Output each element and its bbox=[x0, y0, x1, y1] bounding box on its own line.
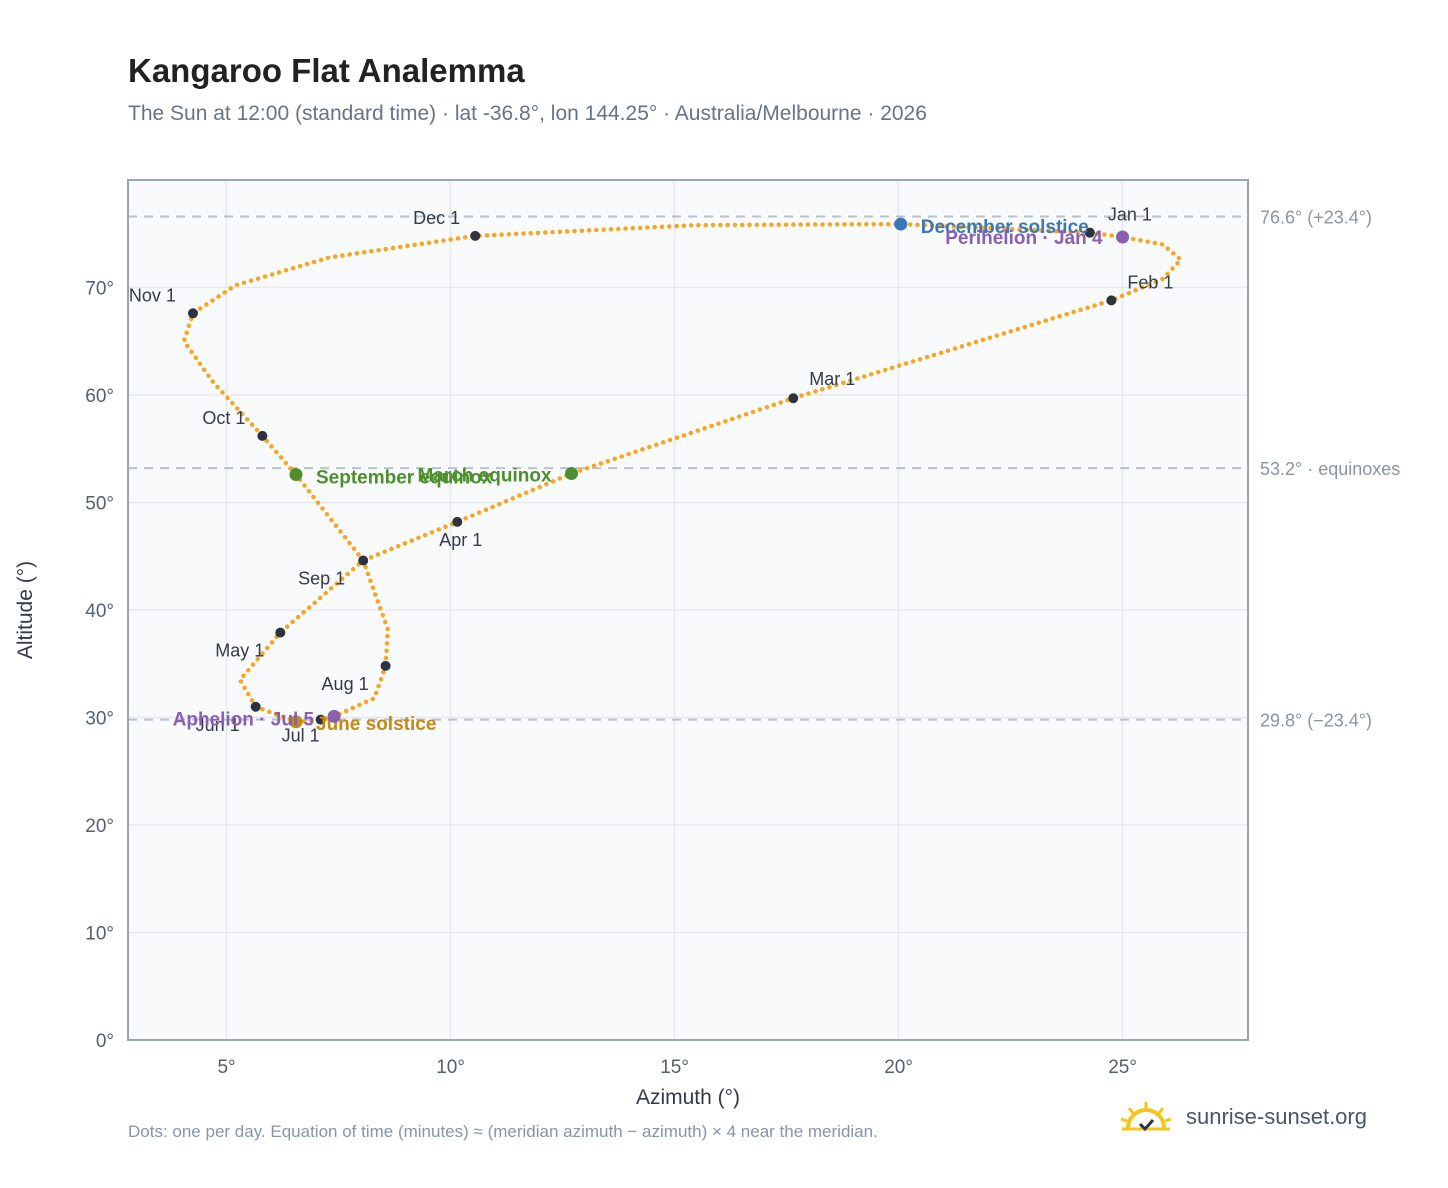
plot-frame bbox=[127, 179, 1249, 1041]
month-marker bbox=[470, 230, 481, 241]
y-tick-label: 10° bbox=[85, 924, 114, 945]
month-marker bbox=[275, 627, 286, 638]
event-marker bbox=[327, 709, 341, 723]
month-label: Sep 1 bbox=[298, 569, 345, 589]
month-marker bbox=[452, 516, 463, 527]
month-label: Apr 1 bbox=[439, 530, 482, 550]
y-tick-label: 0° bbox=[96, 1031, 114, 1052]
y-tick-label: 40° bbox=[85, 601, 114, 622]
month-marker bbox=[380, 660, 391, 671]
month-marker bbox=[788, 393, 799, 404]
month-marker bbox=[1106, 295, 1117, 306]
y-tick-label: 30° bbox=[85, 709, 114, 730]
footer-note: Dots: one per day. Equation of time (min… bbox=[128, 1122, 878, 1141]
sun-logo-icon bbox=[1120, 1102, 1172, 1132]
month-marker bbox=[187, 308, 198, 319]
event-label: March equinox bbox=[417, 465, 552, 486]
event-marker bbox=[565, 466, 579, 480]
month-label: Feb 1 bbox=[1127, 272, 1173, 292]
y-tick-label: 20° bbox=[85, 816, 114, 837]
month-label: Aug 1 bbox=[322, 674, 369, 694]
month-label: May 1 bbox=[215, 641, 264, 661]
y-tick-label: 70° bbox=[85, 279, 114, 300]
x-tick-label: 15° bbox=[660, 1057, 689, 1078]
month-label: Nov 1 bbox=[129, 285, 176, 305]
event-marker bbox=[289, 715, 303, 729]
brand[interactable]: sunrise-sunset.org bbox=[1118, 1100, 1367, 1134]
month-label: Oct 1 bbox=[202, 408, 245, 428]
x-tick-label: 20° bbox=[884, 1057, 913, 1078]
y-tick-label: 60° bbox=[85, 386, 114, 407]
event-marker bbox=[1116, 230, 1130, 244]
reference-line-label: 76.6° (+23.4°) bbox=[1260, 208, 1372, 228]
brand-name: sunrise-sunset.org bbox=[1186, 1104, 1367, 1129]
month-label: Dec 1 bbox=[413, 208, 460, 228]
month-label: Jul 1 bbox=[282, 726, 320, 746]
month-marker bbox=[315, 714, 326, 725]
chart-title: Kangaroo Flat Analemma bbox=[128, 52, 525, 89]
x-tick-label: 10° bbox=[436, 1057, 465, 1078]
month-label: Mar 1 bbox=[809, 369, 855, 389]
reference-line-label: 53.2° · equinoxes bbox=[1260, 459, 1400, 479]
x-tick-label: 25° bbox=[1108, 1057, 1137, 1078]
y-tick-label: 50° bbox=[85, 494, 114, 515]
event-marker bbox=[894, 217, 908, 231]
month-marker bbox=[1084, 227, 1095, 238]
event-label: Aphelion · Jul 5 bbox=[173, 709, 315, 730]
event-label: June solstice bbox=[316, 714, 436, 735]
event-label: December solstice bbox=[921, 217, 1089, 238]
reference-line-label: 29.8° (−23.4°) bbox=[1260, 711, 1372, 731]
y-axis-title: Altitude (°) bbox=[14, 561, 37, 659]
month-marker bbox=[358, 555, 369, 566]
month-marker bbox=[250, 701, 261, 712]
event-label: Perihelion · Jan 4 bbox=[945, 228, 1103, 249]
x-tick-label: 5° bbox=[217, 1057, 235, 1078]
chart-subtitle: The Sun at 12:00 (standard time) · lat -… bbox=[128, 102, 927, 125]
x-axis-title: Azimuth (°) bbox=[636, 1086, 740, 1109]
month-marker bbox=[257, 430, 268, 441]
month-label: Jun 1 bbox=[196, 715, 240, 735]
event-label: September equinox bbox=[316, 468, 493, 489]
month-label: Jan 1 bbox=[1108, 205, 1152, 225]
event-marker bbox=[289, 468, 303, 482]
